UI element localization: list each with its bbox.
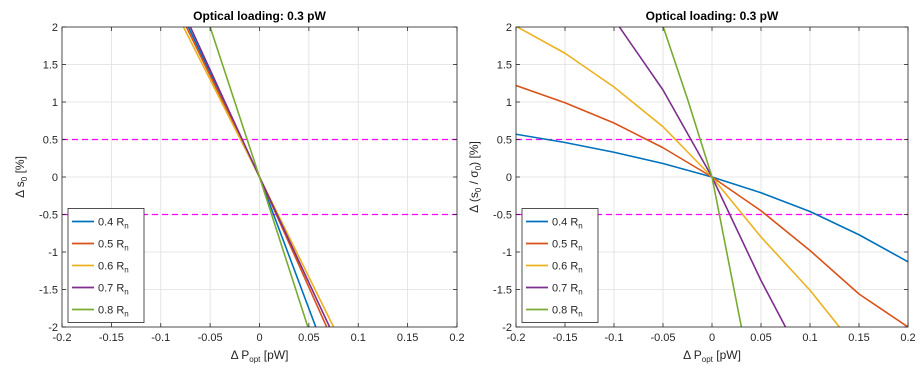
x-tick-label: 0.05 <box>750 332 771 344</box>
chart-panel-2: -0.2 -0.15 -0.1 -0.05 0 0.05 0.1 0.15 0.2 -2 -1.5 -… <box>467 9 916 364</box>
chart-title: Optical loading: 0.3 pW <box>193 9 326 23</box>
x-tick-label: 0.2 <box>900 332 915 344</box>
x-tick-label: -0.2 <box>507 332 526 344</box>
chart-panel-1: -0.2 -0.15 -0.1 -0.05 0 0.05 0.1 0.15 0.2 -2 -1.5 -… <box>13 9 465 364</box>
y-tick-label: -0.5 <box>493 210 512 222</box>
y-axis-label: Δ (s0 / σ0) [%] <box>467 141 483 213</box>
y-tick-label: -1 <box>48 247 58 259</box>
x-tick-label: -0.1 <box>151 332 170 344</box>
x-tick-label: 0 <box>256 332 262 344</box>
legend-entry-5: 0.8 Rn <box>98 305 129 319</box>
x-tick-label: -0.15 <box>552 332 577 344</box>
y-tick-label: -1.5 <box>39 285 58 297</box>
x-tick-label: 0.15 <box>848 332 869 344</box>
x-tick-label: 0.2 <box>449 332 464 344</box>
x-tick-label: 0.05 <box>298 332 319 344</box>
x-tick-label: 0 <box>709 332 715 344</box>
legend-entry-1: 0.4 Rn <box>98 217 129 231</box>
x-axis-label: Δ Popt [pW] <box>683 348 741 364</box>
chart-title: Optical loading: 0.3 pW <box>646 9 779 23</box>
series-lines <box>182 27 335 327</box>
y-tick-label: 0.5 <box>497 135 512 147</box>
x-tick-label: -0.05 <box>198 332 223 344</box>
legend-entry-4: 0.7 Rn <box>552 283 583 297</box>
y-tick-label: -0.5 <box>39 210 58 222</box>
legend-entry-2: 0.5 Rn <box>552 239 583 253</box>
y-tick-label: 2 <box>52 22 58 34</box>
x-tick-label: -0.15 <box>99 332 124 344</box>
series-line-5 <box>209 27 309 327</box>
y-axis-label: Δ s0 [%] <box>13 156 29 198</box>
legend: 0.4 Rn 0.5 Rn 0.6 Rn 0.7 Rn 0.8 Rn <box>67 208 145 323</box>
x-tick-label: -0.1 <box>605 332 624 344</box>
y-tick-label: -2 <box>48 322 58 334</box>
y-tick-label: -1.5 <box>493 285 512 297</box>
x-tick-label: 0.1 <box>802 332 817 344</box>
x-tick-label: 0.15 <box>397 332 418 344</box>
y-tick-label: 1 <box>506 97 512 109</box>
y-tick-label: 0.5 <box>43 135 58 147</box>
legend: 0.4 Rn 0.5 Rn 0.6 Rn 0.7 Rn 0.8 Rn <box>521 208 599 323</box>
y-tick-label: 1 <box>52 97 58 109</box>
legend-entry-1: 0.4 Rn <box>552 217 583 231</box>
series-lines <box>516 27 908 327</box>
y-tick-label: 0 <box>506 172 512 184</box>
y-tick-label: 1.5 <box>43 60 58 72</box>
series-line-3 <box>516 27 841 327</box>
legend-entry-3: 0.6 Rn <box>98 261 129 275</box>
x-tick-label: 0.1 <box>351 332 366 344</box>
y-tick-label: -2 <box>502 322 512 334</box>
y-tick-label: 1.5 <box>497 60 512 72</box>
y-tick-label: 0 <box>52 172 58 184</box>
legend-entry-3: 0.6 Rn <box>552 261 583 275</box>
y-tick-label: -1 <box>502 247 512 259</box>
x-tick-label: -0.05 <box>650 332 675 344</box>
legend-entry-2: 0.5 Rn <box>98 239 129 253</box>
y-tick-label: 2 <box>506 22 512 34</box>
x-axis-label: Δ Popt [pW] <box>231 348 289 364</box>
legend-entry-4: 0.7 Rn <box>98 283 129 297</box>
series-line-5 <box>662 27 743 327</box>
x-tick-label: -0.2 <box>53 332 72 344</box>
legend-entry-5: 0.8 Rn <box>552 305 583 319</box>
